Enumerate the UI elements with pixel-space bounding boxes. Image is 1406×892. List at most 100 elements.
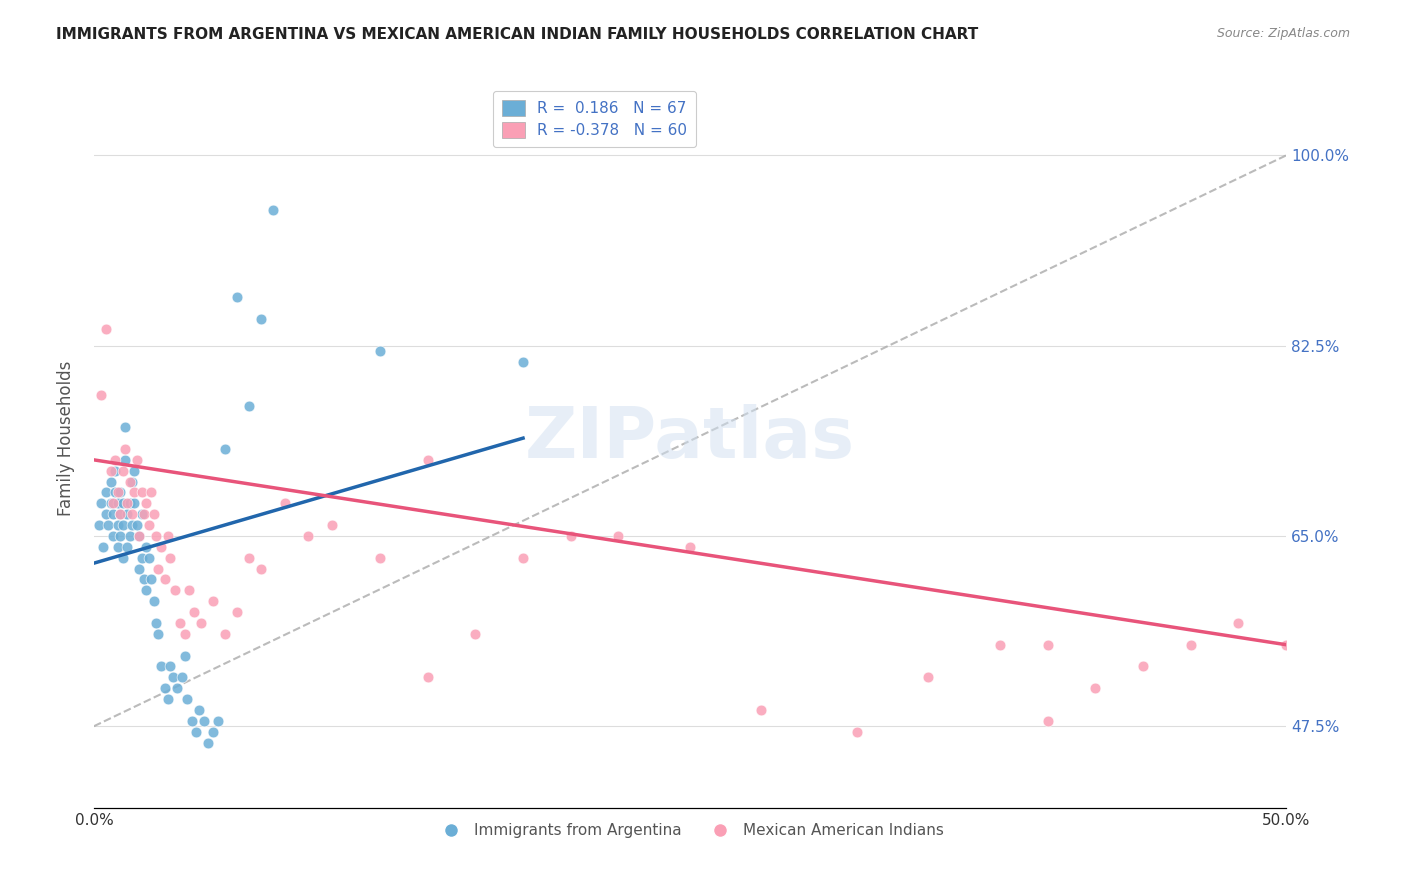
- Mexican American Indians: [512, 550, 534, 565]
- Mexican American Indians: [1036, 638, 1059, 652]
- Immigrants from Argentina: [107, 540, 129, 554]
- Mexican American Indians: [1036, 714, 1059, 728]
- Immigrants from Argentina: [108, 485, 131, 500]
- Immigrants from Argentina: [117, 507, 139, 521]
- Immigrants from Argentina: [145, 615, 167, 630]
- Immigrants from Argentina: [124, 496, 146, 510]
- Immigrants from Argentina: [159, 659, 181, 673]
- Mexican American Indians: [297, 529, 319, 543]
- Immigrants from Argentina: [132, 573, 155, 587]
- Immigrants from Argentina: [142, 594, 165, 608]
- Mexican American Indians: [124, 485, 146, 500]
- Mexican American Indians: [169, 615, 191, 630]
- Immigrants from Argentina: [156, 692, 179, 706]
- Mexican American Indians: [135, 496, 157, 510]
- Mexican American Indians: [104, 453, 127, 467]
- Immigrants from Argentina: [87, 518, 110, 533]
- Mexican American Indians: [159, 550, 181, 565]
- Immigrants from Argentina: [180, 714, 202, 728]
- Immigrants from Argentina: [187, 703, 209, 717]
- Mexican American Indians: [607, 529, 630, 543]
- Immigrants from Argentina: [135, 540, 157, 554]
- Immigrants from Argentina: [148, 627, 170, 641]
- Immigrants from Argentina: [128, 529, 150, 543]
- Mexican American Indians: [679, 540, 702, 554]
- Immigrants from Argentina: [512, 355, 534, 369]
- Mexican American Indians: [273, 496, 295, 510]
- Immigrants from Argentina: [104, 464, 127, 478]
- Immigrants from Argentina: [250, 311, 273, 326]
- Mexican American Indians: [190, 615, 212, 630]
- Immigrants from Argentina: [124, 464, 146, 478]
- Immigrants from Argentina: [101, 529, 124, 543]
- Immigrants from Argentina: [90, 496, 112, 510]
- Immigrants from Argentina: [193, 714, 215, 728]
- Mexican American Indians: [111, 464, 134, 478]
- Mexican American Indians: [114, 442, 136, 456]
- Mexican American Indians: [214, 627, 236, 641]
- Immigrants from Argentina: [100, 496, 122, 510]
- Immigrants from Argentina: [202, 724, 225, 739]
- Immigrants from Argentina: [368, 344, 391, 359]
- Text: Source: ZipAtlas.com: Source: ZipAtlas.com: [1216, 27, 1350, 40]
- Immigrants from Argentina: [128, 561, 150, 575]
- Immigrants from Argentina: [104, 485, 127, 500]
- Immigrants from Argentina: [262, 202, 284, 217]
- Immigrants from Argentina: [238, 399, 260, 413]
- Immigrants from Argentina: [172, 670, 194, 684]
- Immigrants from Argentina: [101, 507, 124, 521]
- Mexican American Indians: [368, 550, 391, 565]
- Mexican American Indians: [988, 638, 1011, 652]
- Mexican American Indians: [173, 627, 195, 641]
- Mexican American Indians: [131, 485, 153, 500]
- Mexican American Indians: [1132, 659, 1154, 673]
- Mexican American Indians: [238, 550, 260, 565]
- Mexican American Indians: [1180, 638, 1202, 652]
- Mexican American Indians: [751, 703, 773, 717]
- Mexican American Indians: [250, 561, 273, 575]
- Mexican American Indians: [118, 475, 141, 489]
- Immigrants from Argentina: [111, 550, 134, 565]
- Immigrants from Argentina: [131, 507, 153, 521]
- Mexican American Indians: [845, 724, 868, 739]
- Mexican American Indians: [141, 485, 163, 500]
- Mexican American Indians: [917, 670, 939, 684]
- Mexican American Indians: [149, 540, 172, 554]
- Immigrants from Argentina: [176, 692, 198, 706]
- Immigrants from Argentina: [114, 420, 136, 434]
- Immigrants from Argentina: [214, 442, 236, 456]
- Mexican American Indians: [202, 594, 225, 608]
- Immigrants from Argentina: [111, 518, 134, 533]
- Immigrants from Argentina: [166, 681, 188, 695]
- Immigrants from Argentina: [93, 540, 115, 554]
- Mexican American Indians: [100, 464, 122, 478]
- Legend: Immigrants from Argentina, Mexican American Indians: Immigrants from Argentina, Mexican Ameri…: [430, 817, 950, 845]
- Mexican American Indians: [179, 583, 201, 598]
- Mexican American Indians: [155, 573, 177, 587]
- Mexican American Indians: [125, 453, 148, 467]
- Immigrants from Argentina: [121, 518, 143, 533]
- Immigrants from Argentina: [186, 724, 208, 739]
- Mexican American Indians: [156, 529, 179, 543]
- Immigrants from Argentina: [197, 735, 219, 749]
- Mexican American Indians: [416, 453, 439, 467]
- Immigrants from Argentina: [155, 681, 177, 695]
- Mexican American Indians: [90, 387, 112, 401]
- Mexican American Indians: [183, 605, 205, 619]
- Mexican American Indians: [128, 529, 150, 543]
- Mexican American Indians: [464, 627, 486, 641]
- Mexican American Indians: [117, 496, 139, 510]
- Immigrants from Argentina: [111, 496, 134, 510]
- Immigrants from Argentina: [107, 518, 129, 533]
- Mexican American Indians: [1275, 638, 1298, 652]
- Immigrants from Argentina: [141, 573, 163, 587]
- Immigrants from Argentina: [100, 475, 122, 489]
- Mexican American Indians: [1227, 615, 1250, 630]
- Mexican American Indians: [1084, 681, 1107, 695]
- Immigrants from Argentina: [135, 583, 157, 598]
- Immigrants from Argentina: [173, 648, 195, 663]
- Immigrants from Argentina: [117, 540, 139, 554]
- Immigrants from Argentina: [118, 496, 141, 510]
- Mexican American Indians: [107, 485, 129, 500]
- Immigrants from Argentina: [94, 485, 117, 500]
